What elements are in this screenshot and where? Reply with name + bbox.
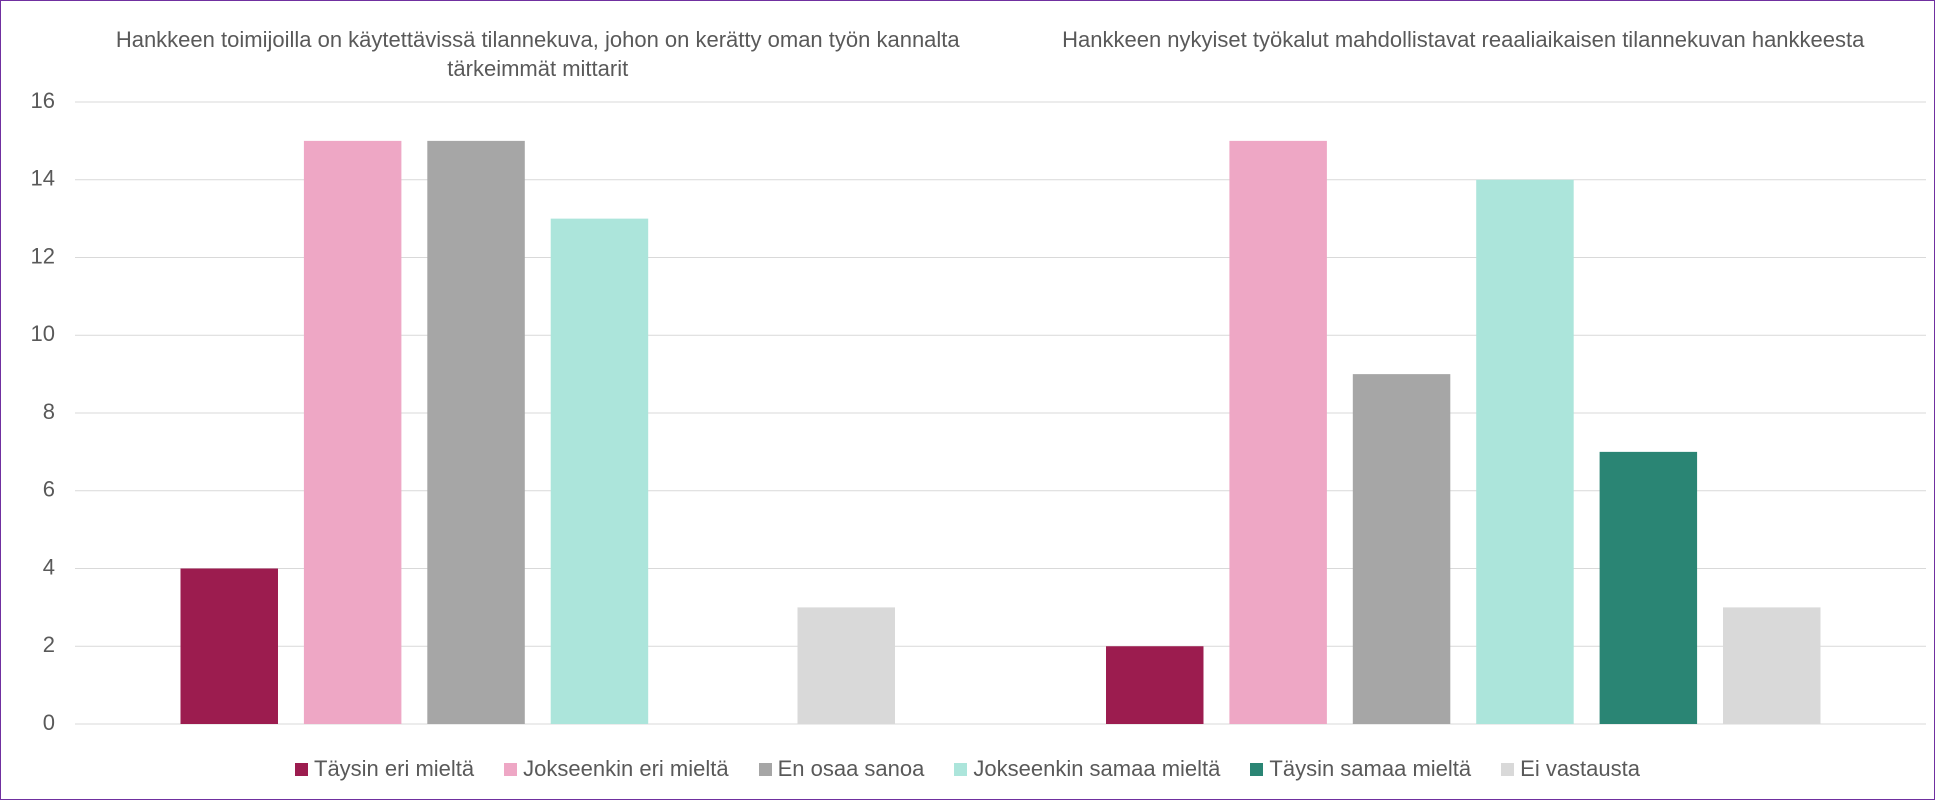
bar bbox=[1723, 607, 1821, 724]
legend-swatch bbox=[758, 762, 772, 776]
legend-swatch bbox=[504, 762, 518, 776]
legend-item: Jokseenkin eri mieltä bbox=[504, 756, 729, 782]
y-tick-label: 0 bbox=[43, 710, 55, 735]
category-label: Hankkeen nykyiset työkalut mahdollistava… bbox=[1062, 27, 1865, 52]
bar bbox=[1229, 140, 1327, 724]
legend-item: En osaa sanoa bbox=[758, 756, 925, 782]
bar bbox=[550, 218, 649, 724]
legend-item: Jokseenkin samaa mieltä bbox=[954, 756, 1220, 782]
legend-label: Jokseenkin samaa mieltä bbox=[973, 756, 1221, 781]
bar bbox=[427, 140, 525, 724]
y-tick-label: 6 bbox=[43, 477, 55, 502]
y-tick-label: 12 bbox=[31, 243, 55, 268]
y-tick-label: 14 bbox=[31, 166, 55, 191]
legend-item: Täysin samaa mieltä bbox=[1250, 756, 1471, 782]
bar bbox=[1476, 179, 1574, 724]
legend-label: En osaa sanoa bbox=[777, 756, 925, 781]
bar bbox=[1106, 646, 1204, 724]
legend-label: Jokseenkin eri mieltä bbox=[523, 756, 729, 781]
legend-label: Täysin samaa mieltä bbox=[1269, 756, 1472, 781]
legend-label: Täysin eri mieltä bbox=[314, 756, 475, 781]
bar bbox=[180, 568, 278, 724]
legend-label: Ei vastausta bbox=[1520, 756, 1640, 781]
legend: Täysin eri mieltä Jokseenkin eri mieltä En… bbox=[1, 756, 1934, 782]
bar bbox=[1599, 451, 1698, 724]
y-tick-label: 10 bbox=[31, 321, 55, 346]
legend-swatch bbox=[295, 762, 308, 776]
legend-item: Ei vastausta bbox=[1501, 756, 1640, 782]
bar bbox=[303, 140, 402, 724]
bar bbox=[1352, 374, 1451, 724]
legend-swatch bbox=[1250, 762, 1264, 776]
bar bbox=[797, 607, 895, 724]
legend-swatch bbox=[954, 762, 968, 776]
y-tick-label: 4 bbox=[43, 554, 55, 579]
y-tick-label: 2 bbox=[43, 632, 55, 657]
category-label: Hankkeen toimijoilla on käytettävissä ti… bbox=[115, 27, 960, 81]
legend-swatch bbox=[1501, 762, 1515, 776]
legend-item: Täysin eri mieltä bbox=[295, 756, 474, 782]
y-tick-label: 8 bbox=[43, 399, 55, 424]
y-tick-label: 16 bbox=[31, 88, 55, 113]
